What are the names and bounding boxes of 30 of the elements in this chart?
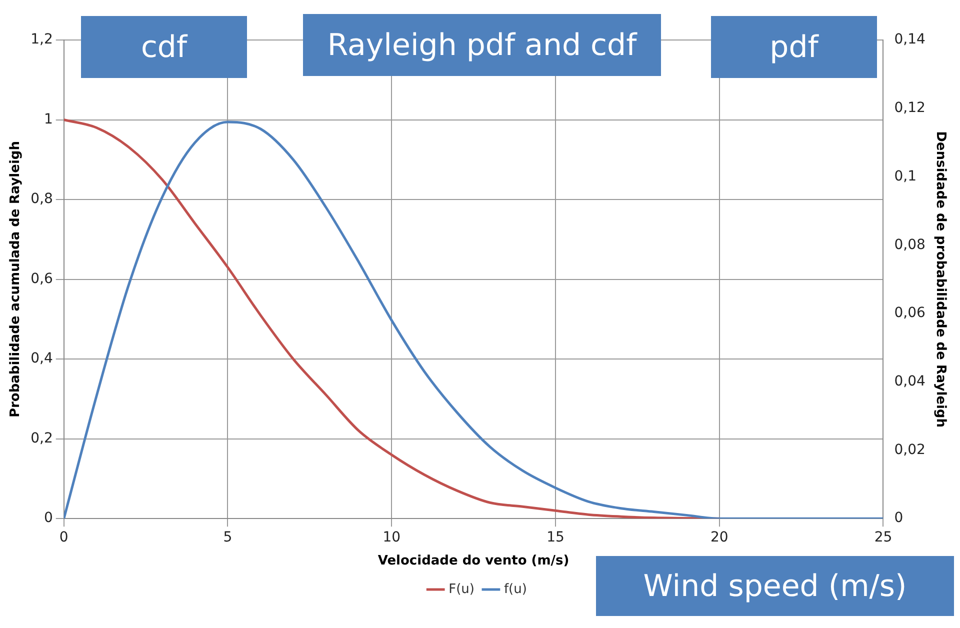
y2-tick-label: 0,02 [894,442,926,458]
y-tick-label: 0,2 [30,430,53,446]
x-tick-label: 0 [59,530,68,546]
y-tick-label: 0 [44,510,53,526]
x-tick-label: 25 [874,530,892,546]
y2-tick-label: 0 [894,510,904,526]
y-tick-label: 0,8 [30,191,53,208]
y2-tick-label: 0,12 [894,100,926,116]
caption-box: pdf [711,16,877,78]
y2-tick-label: 0,14 [894,32,926,48]
y-tick-label: 1 [44,111,53,128]
x-tick-label: 5 [223,530,232,546]
y-axis-title: Probabilidade acumulada de Rayleigh [8,141,24,418]
y-tick-label: 1,2 [30,32,53,48]
x-tick-label: 20 [710,530,728,546]
x-tick-label: 10 [382,530,401,546]
caption-box: cdf [81,16,247,78]
legend-label: f(u) [504,582,527,597]
x-axis-title: Velocidade do vento (m/s) [378,554,570,569]
y-tick-label: 0,4 [30,350,53,367]
y2-tick-label: 0,08 [894,236,926,253]
legend-label: F(u) [448,582,474,597]
caption-box: Wind speed (m/s) [596,556,954,616]
caption-box: Rayleigh pdf and cdf [303,14,661,76]
x-tick-label: 15 [546,530,564,546]
y2-axis-title: Densidade de probabilidade de Rayleigh [932,131,948,428]
y2-tick-label: 0,1 [894,168,916,184]
y2-tick-label: 0,06 [894,305,926,322]
y2-tick-label: 0,04 [894,374,926,390]
y-tick-label: 0,6 [30,270,53,287]
